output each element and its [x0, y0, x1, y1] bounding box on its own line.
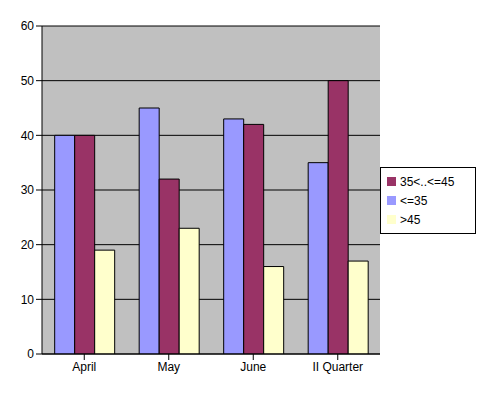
svg-text:April: April	[72, 360, 96, 374]
html-text:35<..<=45: 35<..<=45	[400, 174, 455, 189]
html-text:>45: >45	[400, 212, 421, 227]
svg-text:50: 50	[21, 74, 35, 88]
svg-text:40: 40	[21, 129, 35, 143]
svg-text:II Quarter: II Quarter	[312, 360, 363, 374]
svg-text:60: 60	[21, 19, 35, 33]
svg-text:0: 0	[27, 347, 34, 361]
svg-text:20: 20	[21, 238, 35, 252]
svg-text:10: 10	[21, 293, 35, 307]
svg-text:May: May	[157, 360, 180, 374]
html-text:<=35: <=35	[400, 193, 428, 208]
svg-text:June: June	[240, 360, 266, 374]
svg-text:30: 30	[21, 183, 35, 197]
